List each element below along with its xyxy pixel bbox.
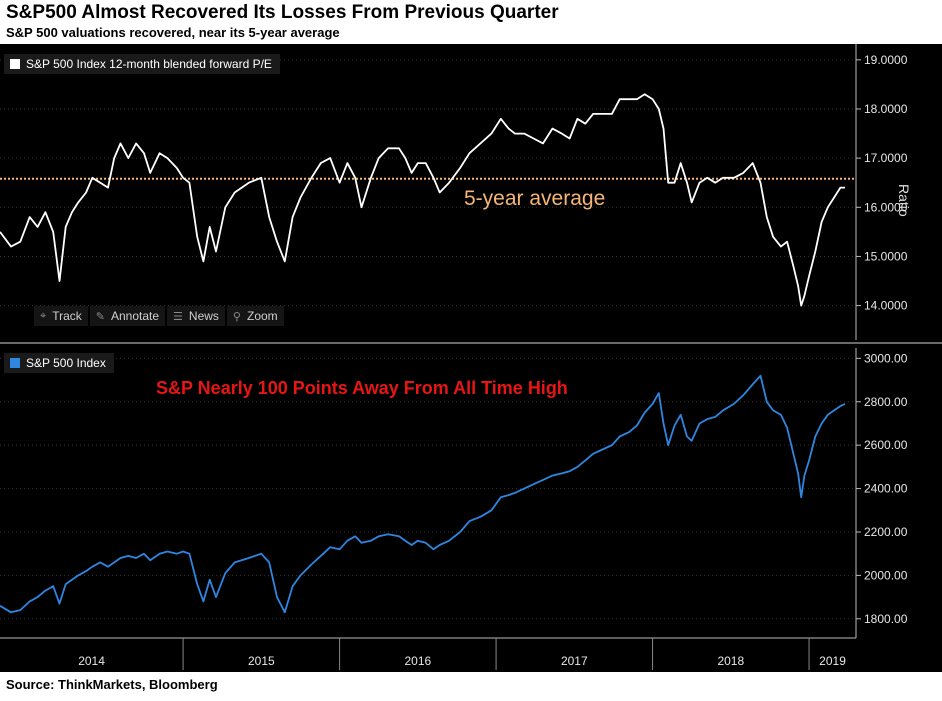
zoom-button[interactable]: ⚲ Zoom — [226, 306, 284, 326]
chart-toolbar: ⌖ Track ✎ Annotate ☰ News ⚲ Zoom — [34, 306, 284, 326]
bottom-ytick-label: 2600.00 — [864, 438, 908, 452]
chart-marks — [0, 93, 856, 614]
bottom-ytick-label: 3000.00 — [864, 351, 908, 365]
legend-spx[interactable]: S&P 500 Index — [4, 353, 114, 373]
pencil-icon: ✎ — [95, 310, 105, 323]
magnifier-icon: ⚲ — [232, 310, 241, 323]
source-note: Source: ThinkMarkets, Bloomberg — [6, 677, 218, 692]
page-subtitle: S&P 500 valuations recovered, near its 5… — [6, 25, 340, 40]
legend-spx-label: S&P 500 Index — [26, 356, 106, 370]
track-button[interactable]: ⌖ Track — [34, 306, 88, 326]
footer: Source: ThinkMarkets, Bloomberg — [0, 672, 942, 701]
legend-spx-swatch — [10, 358, 20, 368]
legend-pe-label: S&P 500 Index 12-month blended forward P… — [26, 57, 272, 71]
x-tick-label: 2019 — [819, 654, 846, 668]
legend-pe[interactable]: S&P 500 Index 12-month blended forward P… — [4, 54, 280, 74]
top-ytick-label: 19.0000 — [864, 53, 908, 67]
header: S&P500 Almost Recovered Its Losses From … — [0, 0, 942, 44]
pe-series-line — [0, 93, 845, 307]
spx-series-line — [0, 374, 846, 614]
zoom-button-label: Zoom — [246, 309, 278, 323]
track-button-label: Track — [52, 309, 82, 323]
top-panel-grid — [0, 59, 856, 307]
top-ytick-label: 15.0000 — [864, 249, 908, 263]
top-ytick-label: 18.0000 — [864, 102, 908, 116]
x-tick-label: 2014 — [78, 654, 105, 668]
all-time-high-annotation: S&P Nearly 100 Points Away From All Time… — [156, 378, 568, 398]
y-axis-label-ratio: Ratio — [896, 184, 912, 217]
bottom-ytick-label: 2000.00 — [864, 568, 908, 582]
legend-pe-swatch — [10, 59, 20, 69]
annotate-button[interactable]: ✎ Annotate — [89, 306, 166, 326]
crosshair-icon: ⌖ — [40, 309, 47, 322]
chart-area: 14.0000 15.0000 16.0000 17.0000 18.0000 19.00… — [0, 44, 942, 670]
top-ytick-label: 17.0000 — [864, 151, 908, 165]
bottom-panel-grid — [0, 357, 856, 620]
bottom-ytick-label: 2200.00 — [864, 525, 908, 539]
news-button[interactable]: ☰ News — [167, 306, 225, 326]
top-ytick-label: 16.0000 — [864, 200, 908, 214]
top-ytick-label: 14.0000 — [864, 299, 908, 313]
news-button-label: News — [188, 309, 219, 323]
x-tick-label: 2017 — [561, 654, 588, 668]
bottom-ytick-label: 2400.00 — [864, 482, 908, 496]
annotate-button-label: Annotate — [110, 309, 160, 323]
x-tick-label: 2016 — [404, 654, 431, 668]
five-year-average-label: 5-year average — [464, 187, 606, 210]
axes: 14.0000 15.0000 16.0000 17.0000 18.0000 19.00… — [0, 44, 942, 670]
x-tick-label: 2018 — [717, 654, 744, 668]
bottom-ytick-label: 2800.00 — [864, 395, 908, 409]
x-tick-label: 2015 — [248, 654, 275, 668]
news-icon: ☰ — [173, 310, 183, 323]
page-title: S&P500 Almost Recovered Its Losses From … — [6, 2, 559, 23]
bottom-ytick-label: 1800.00 — [864, 612, 908, 626]
